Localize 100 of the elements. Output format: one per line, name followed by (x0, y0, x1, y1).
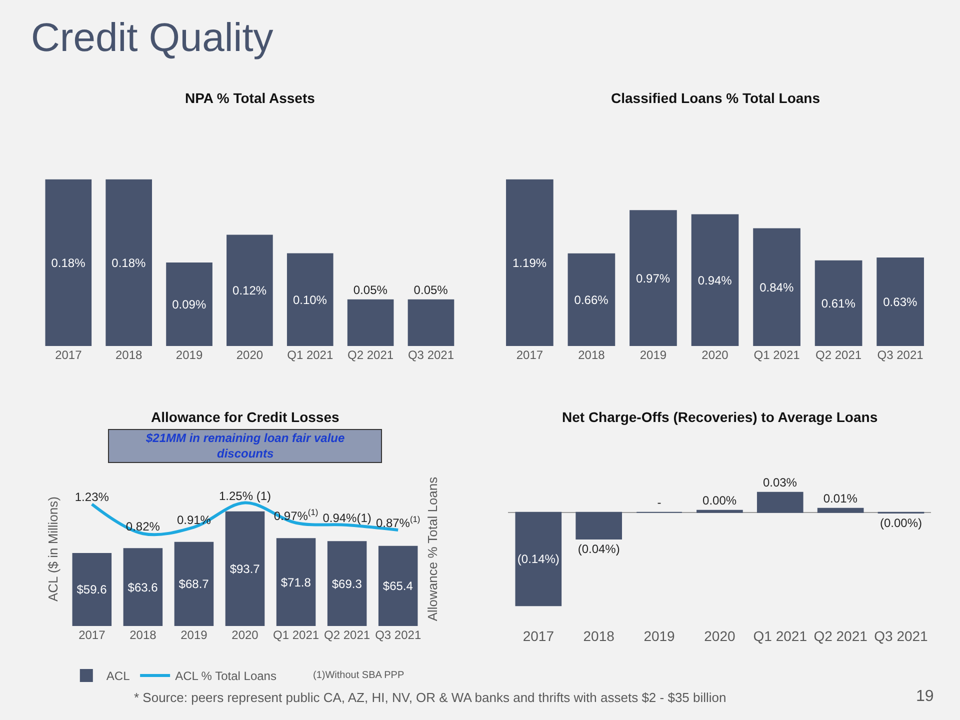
text: Credit Quality (31, 16, 274, 60)
bar (568, 253, 616, 346)
bar (106, 179, 152, 346)
x-tick-label: Q2 2021 (324, 628, 370, 642)
bar (753, 228, 800, 346)
bar (814, 260, 862, 346)
x-tick-label: 2018 (583, 628, 615, 644)
chart-title: NPA % Total Assets (185, 90, 316, 106)
bar (408, 299, 454, 346)
text: 19 (916, 688, 934, 705)
x-tick-label: 2019 (644, 628, 676, 644)
data-label: 0.12% (232, 284, 267, 298)
data-label: (0.00%) (880, 516, 922, 530)
bar (515, 512, 562, 606)
data-label: 0.05% (353, 282, 388, 297)
bar (876, 258, 924, 346)
text: (1)Without SBA PPP (313, 670, 404, 681)
data-label: 0.61% (821, 296, 856, 310)
data-label: 0.66% (574, 292, 609, 307)
data-label: 0.97% (636, 271, 670, 286)
x-tick-label: Q3 2021 (408, 348, 454, 362)
bar (166, 262, 212, 346)
data-label: 0.18% (112, 256, 146, 270)
data-label: $65.4 (382, 579, 414, 594)
x-tick-label: 2020 (704, 628, 736, 644)
data-label: 0.94% (698, 273, 732, 288)
data-label: $63.6 (128, 580, 158, 594)
data-label: 0.87%$^{(1)}$ (376, 514, 420, 530)
x-tick-label: Q3 2021 (874, 628, 928, 644)
text: * Source: peers represent public CA, AZ, HI, NV, OR & WA banks and thrifts with assets $2 - $35 billion (134, 690, 726, 705)
bar (576, 512, 622, 540)
data-label: $93.7 (230, 562, 260, 576)
data-label: 0.00% (702, 493, 737, 508)
x-tick-label: 2020 (232, 628, 259, 642)
bar (506, 179, 554, 346)
data-label: 1.23% (74, 490, 110, 504)
legend-label: ACL (106, 669, 130, 684)
x-tick-label: 2018 (115, 348, 143, 362)
x-tick-label: Q3 2021 (877, 348, 924, 362)
data-label: 0.10% (292, 292, 328, 307)
chart-title: Classified Loans % Total Loans (611, 90, 820, 106)
x-tick-label: Q1 2021 (287, 348, 334, 362)
bar (817, 508, 864, 513)
x-tick-label: 2017 (516, 348, 544, 362)
x-tick-label: 2019 (176, 348, 203, 362)
data-label: 0.18% (51, 256, 86, 270)
chart-title: Net Charge-Offs (Recoveries) to Average Loans (562, 409, 878, 425)
text: $21MM in remaining loan fair value discounts (144, 431, 346, 461)
bar (123, 548, 163, 626)
bar (347, 299, 394, 346)
data-label: $68.7 (178, 577, 210, 592)
x-tick-label: 2018 (130, 628, 157, 642)
x-tick-label: Q1 2021 (273, 628, 320, 642)
legend-label: ACL % Total Loans (175, 669, 276, 684)
data-label: 0.94%(1) (322, 511, 372, 525)
data-label: 0.84% (760, 280, 794, 294)
bar (72, 552, 112, 626)
x-tick-label: Q1 2021 (753, 628, 808, 644)
x-tick-label: 2017 (78, 628, 106, 642)
y2-axis-title: Allowance % Total Loans (425, 476, 440, 622)
x-tick-label: 2018 (578, 348, 606, 362)
data-label: 0.82% (126, 520, 160, 534)
bar (691, 214, 739, 346)
bar (327, 541, 367, 626)
data-label: 1.25% (1) (218, 488, 272, 503)
bar (286, 253, 334, 346)
bar (226, 234, 273, 346)
x-tick-label: 2020 (702, 348, 729, 362)
data-label: 0.01% (823, 491, 858, 506)
bar (45, 179, 92, 346)
data-label: $59.6 (76, 582, 108, 597)
x-tick-label: Q2 2021 (816, 348, 862, 362)
data-label: 0.63% (883, 295, 918, 310)
data-label: - (657, 495, 662, 510)
x-tick-label: 2017 (522, 628, 554, 644)
chart-title: Allowance for Credit Losses (151, 409, 340, 425)
x-tick-label: Q1 2021 (754, 348, 800, 362)
bar (225, 511, 265, 626)
x-tick-label: 2017 (55, 348, 82, 362)
x-tick-label: Q2 2021 (348, 348, 394, 362)
bar (630, 210, 677, 346)
x-tick-label: Q2 2021 (814, 628, 868, 644)
bar (756, 492, 804, 513)
data-label: (0.14%) (517, 552, 560, 566)
x-tick-label: 2019 (640, 348, 667, 362)
data-label: 0.03% (762, 475, 798, 490)
data-label: 0.05% (414, 282, 448, 297)
x-tick-label: Q3 2021 (375, 628, 422, 642)
data-label: (0.04%) (578, 542, 620, 556)
data-label: 0.09% (172, 297, 206, 312)
x-tick-label: 2020 (236, 348, 264, 362)
bar (378, 546, 418, 626)
bar (276, 538, 316, 626)
data-label: $71.8 (280, 575, 312, 590)
data-label: $69.3 (332, 576, 362, 591)
data-label: 1.19% (512, 256, 547, 270)
x-tick-label: 2019 (180, 628, 208, 642)
bar (696, 510, 743, 513)
y-axis-title: ACL ($ in Millions) (45, 496, 60, 602)
bar (174, 542, 214, 626)
